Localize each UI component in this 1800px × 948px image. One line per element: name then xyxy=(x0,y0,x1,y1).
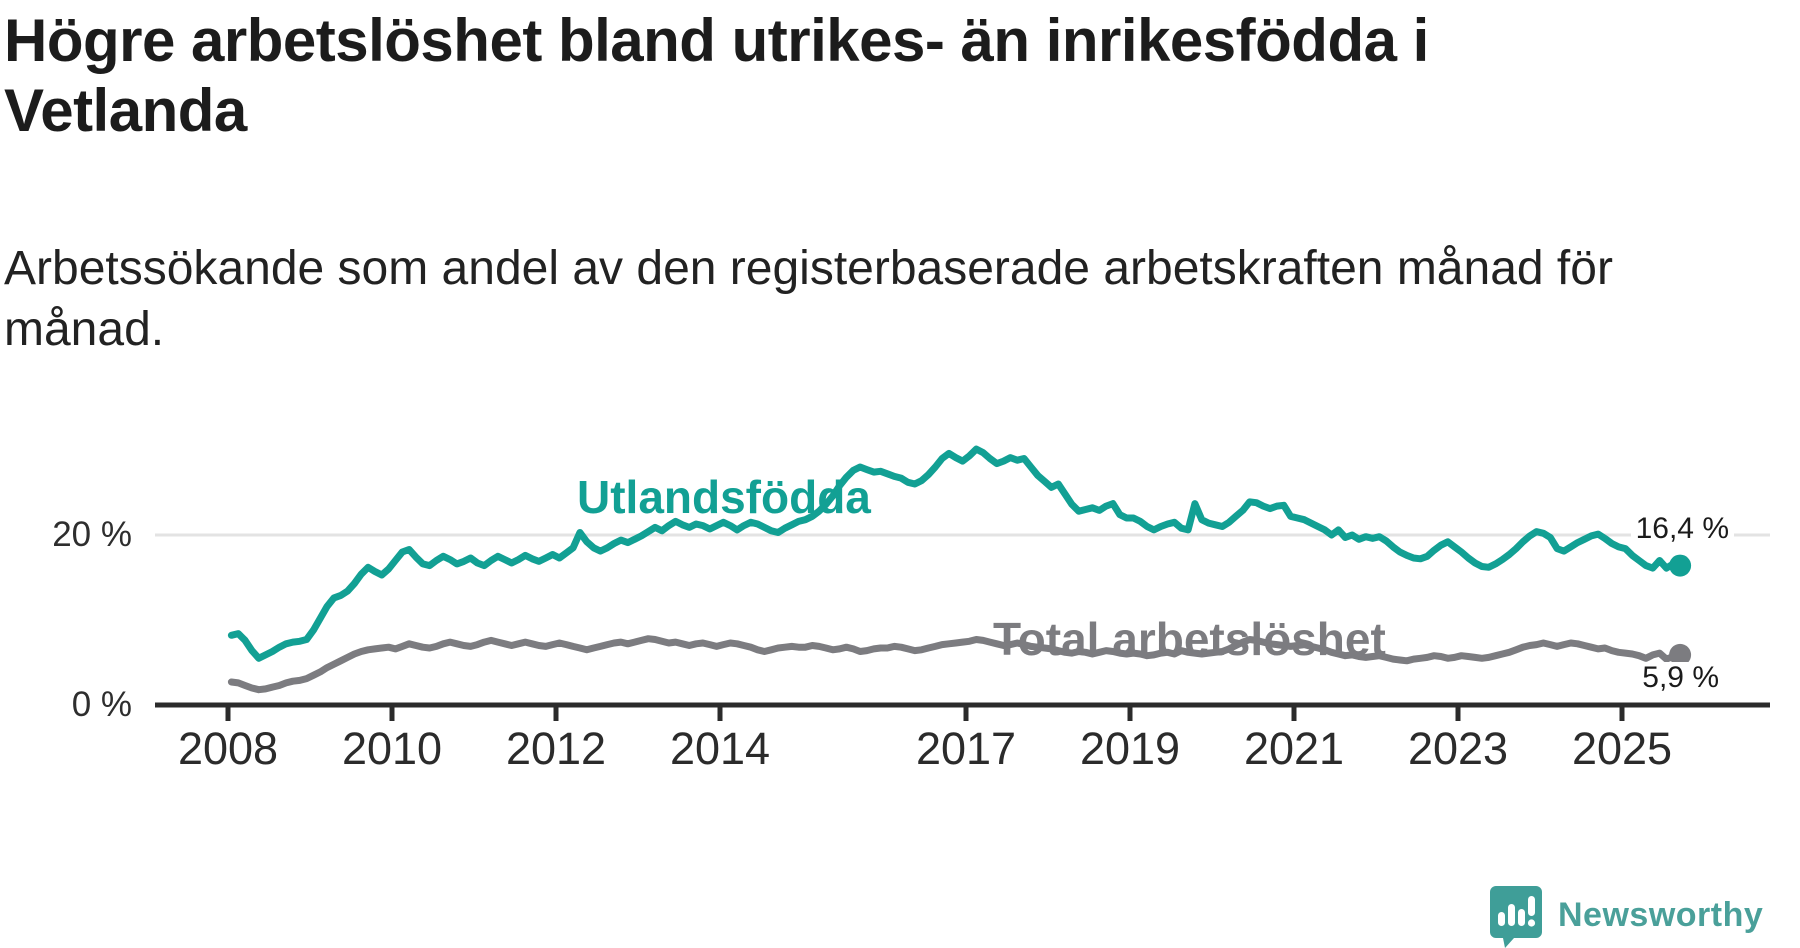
x-tick-label-2010: 2010 xyxy=(341,723,443,774)
x-tick-label-2023: 2023 xyxy=(1407,723,1509,774)
series-line-utlandsfodda xyxy=(227,445,1684,662)
end-dot-total-arbetsloshet xyxy=(1669,643,1692,666)
x-tick-label-2019: 2019 xyxy=(1079,723,1181,774)
end-dot-utlandsfodda xyxy=(1669,554,1692,577)
series-label-total-arbetsloshet: Total arbetslöshet xyxy=(993,613,1386,665)
x-tick-label-2021: 2021 xyxy=(1243,723,1345,774)
y-tick-label-0: 0 % xyxy=(71,685,132,724)
page-subtitle: Arbetssökande som andel av den registerb… xyxy=(4,238,1613,360)
x-tick-label-2017: 2017 xyxy=(915,723,1017,774)
page-title-line-1: Högre arbetslöshet bland utrikes- än inr… xyxy=(4,7,1429,74)
x-tick-label-2025: 2025 xyxy=(1571,723,1673,774)
page-subtitle-line-2: månad. xyxy=(4,303,165,356)
x-tick-label-2008: 2008 xyxy=(177,723,279,774)
end-value-label-total: 5,9 % xyxy=(1637,662,1724,694)
page-title-line-2: Vetlanda xyxy=(4,77,247,144)
end-value-label-utlandsfodda: 16,4 % xyxy=(1630,513,1734,545)
series-label-utlandsfodda: Utlandsfödda xyxy=(577,471,871,523)
page-title: Högre arbetslöshet bland utrikes- än inr… xyxy=(4,6,1429,146)
series-line-total-arbetsloshet xyxy=(227,635,1684,694)
x-tick-label-2014: 2014 xyxy=(669,723,771,774)
x-tick-label-2012: 2012 xyxy=(505,723,607,774)
page-subtitle-line-1: Arbetssökande som andel av den registerb… xyxy=(4,242,1613,295)
newsworthy-logo-text: Newsworthy xyxy=(1558,896,1764,934)
newsworthy-logo: Newsworthy xyxy=(1488,884,1763,948)
y-tick-label-20: 20 % xyxy=(52,515,132,554)
newsworthy-speech-bubble-bar-chart-icon xyxy=(1490,886,1542,948)
